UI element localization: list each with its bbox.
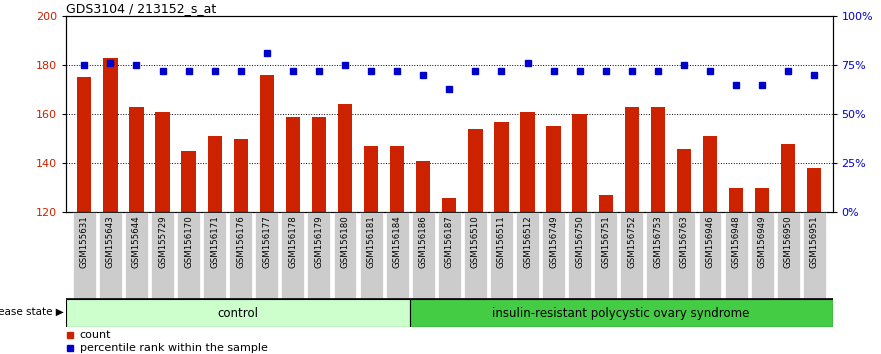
Bar	[651, 107, 665, 212]
Text: GSM156949: GSM156949	[758, 215, 766, 268]
Bar	[464, 212, 487, 299]
Text: GDS3104 / 213152_s_at: GDS3104 / 213152_s_at	[66, 2, 217, 15]
Bar	[803, 212, 825, 299]
Text: GSM155729: GSM155729	[158, 215, 167, 268]
Bar	[672, 212, 695, 299]
Text: insulin-resistant polycystic ovary syndrome: insulin-resistant polycystic ovary syndr…	[492, 307, 750, 320]
Text: GSM156752: GSM156752	[627, 215, 636, 268]
Text: GSM156187: GSM156187	[445, 215, 454, 268]
Text: GSM156750: GSM156750	[575, 215, 584, 268]
Text: GSM156749: GSM156749	[549, 215, 558, 268]
Text: GSM156179: GSM156179	[315, 215, 323, 268]
Bar	[777, 212, 800, 299]
Bar	[416, 161, 431, 212]
Text: percentile rank within the sample: percentile rank within the sample	[80, 343, 268, 353]
Text: GSM155631: GSM155631	[80, 215, 89, 268]
Bar	[438, 212, 461, 299]
Bar	[598, 195, 613, 212]
Bar	[208, 136, 222, 212]
Text: GSM156186: GSM156186	[418, 215, 428, 268]
Text: GSM156511: GSM156511	[497, 215, 506, 268]
Bar	[155, 112, 170, 212]
Text: GSM156946: GSM156946	[706, 215, 714, 268]
Text: GSM156510: GSM156510	[470, 215, 480, 268]
Bar	[78, 77, 92, 212]
Bar	[390, 146, 404, 212]
Bar	[494, 121, 508, 212]
Bar	[781, 144, 796, 212]
Bar	[229, 212, 252, 299]
Bar	[312, 116, 326, 212]
Bar	[99, 212, 122, 299]
Bar	[260, 75, 274, 212]
Text: GSM156950: GSM156950	[784, 215, 793, 268]
Bar	[411, 212, 434, 299]
Bar	[442, 198, 456, 212]
Bar	[410, 299, 833, 327]
Text: GSM156177: GSM156177	[263, 215, 271, 268]
Text: GSM156171: GSM156171	[211, 215, 219, 268]
Bar	[468, 129, 483, 212]
Bar	[625, 107, 639, 212]
Bar	[285, 116, 300, 212]
Text: control: control	[218, 307, 258, 320]
Text: GSM156170: GSM156170	[184, 215, 193, 268]
Bar	[751, 212, 774, 299]
Text: GSM156751: GSM156751	[601, 215, 611, 268]
Bar	[595, 212, 618, 299]
Text: GSM156948: GSM156948	[731, 215, 741, 268]
Bar	[807, 168, 821, 212]
Bar	[359, 212, 382, 299]
Text: count: count	[80, 330, 111, 340]
Text: GSM156181: GSM156181	[366, 215, 375, 268]
Bar	[364, 146, 378, 212]
Bar	[699, 212, 722, 299]
Bar	[255, 212, 278, 299]
Text: GSM156180: GSM156180	[341, 215, 350, 268]
Bar	[130, 107, 144, 212]
Bar	[521, 112, 535, 212]
Text: GSM156753: GSM156753	[654, 215, 663, 268]
Bar	[620, 212, 643, 299]
Text: GSM156951: GSM156951	[810, 215, 818, 268]
Bar	[233, 139, 248, 212]
Text: GSM156184: GSM156184	[393, 215, 402, 268]
Text: GSM155643: GSM155643	[106, 215, 115, 268]
Text: GSM156512: GSM156512	[523, 215, 532, 268]
Bar	[177, 212, 200, 299]
Bar	[755, 188, 769, 212]
Bar	[151, 212, 174, 299]
Bar	[66, 299, 410, 327]
Bar	[103, 58, 117, 212]
Bar	[204, 212, 226, 299]
Bar	[516, 212, 539, 299]
Text: GSM156763: GSM156763	[679, 215, 688, 268]
Bar	[125, 212, 148, 299]
Bar	[337, 104, 352, 212]
Bar	[568, 212, 591, 299]
Bar	[307, 212, 330, 299]
Bar	[73, 212, 96, 299]
Bar	[334, 212, 357, 299]
Bar	[729, 188, 744, 212]
Text: GSM155644: GSM155644	[132, 215, 141, 268]
Bar	[647, 212, 670, 299]
Bar	[386, 212, 409, 299]
Bar	[542, 212, 565, 299]
Bar	[546, 126, 561, 212]
Bar	[281, 212, 304, 299]
Bar	[490, 212, 513, 299]
Bar	[703, 136, 717, 212]
Bar	[724, 212, 748, 299]
Bar	[181, 151, 196, 212]
Text: disease state ▶: disease state ▶	[0, 307, 64, 317]
Text: GSM156178: GSM156178	[288, 215, 298, 268]
Bar	[677, 149, 691, 212]
Text: GSM156176: GSM156176	[236, 215, 245, 268]
Bar	[573, 114, 587, 212]
